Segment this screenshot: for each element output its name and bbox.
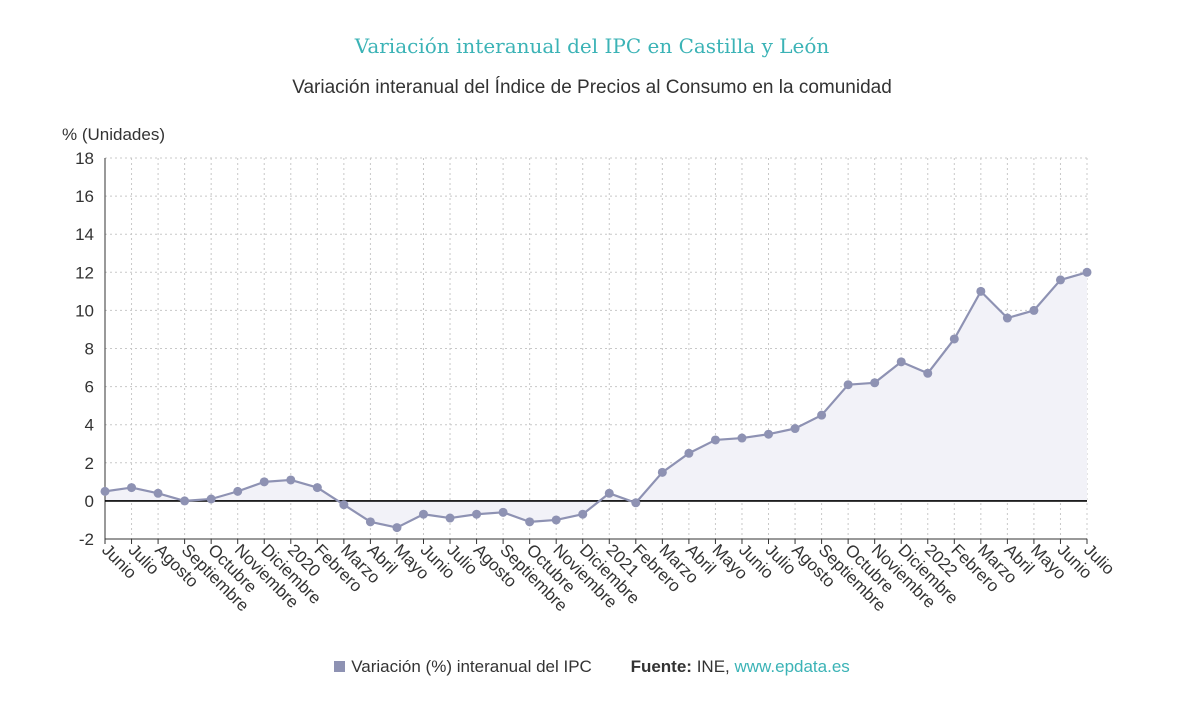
data-point — [1055, 275, 1065, 285]
data-point — [737, 433, 747, 443]
y-tick-label: 16 — [75, 187, 94, 206]
data-point — [153, 488, 163, 498]
chart-footer: Variación (%) interanual del IPC Fuente:… — [0, 657, 1184, 677]
source-text: INE, — [696, 657, 730, 676]
data-point — [790, 424, 800, 434]
y-tick-label: 4 — [85, 416, 94, 435]
legend-label: Variación (%) interanual del IPC — [351, 657, 592, 676]
data-point — [472, 509, 482, 519]
y-axis-title: % (Unidades) — [62, 125, 165, 144]
area-fill — [105, 272, 1087, 528]
y-tick-labels: -2 0 2 4 6 8 10 12 14 16 18 — [75, 149, 94, 549]
data-point — [445, 513, 455, 523]
data-point — [206, 494, 216, 504]
data-point — [710, 435, 720, 445]
data-point — [418, 509, 428, 519]
data-point — [339, 500, 349, 510]
legend-swatch — [334, 661, 346, 672]
data-point — [392, 523, 402, 533]
data-point — [843, 380, 853, 390]
data-point — [657, 467, 667, 477]
data-point — [100, 486, 110, 496]
source-label: Fuente: — [630, 657, 692, 676]
y-tick-label: 8 — [85, 340, 94, 359]
axes — [104, 158, 1088, 544]
y-tick-label: 14 — [75, 225, 94, 244]
data-point — [817, 410, 827, 420]
chart-title: Variación interanual del IPC en Castilla… — [354, 34, 830, 58]
data-point — [233, 486, 243, 496]
data-point — [923, 368, 933, 378]
data-point — [551, 515, 561, 525]
data-point — [127, 483, 137, 493]
series-points — [100, 267, 1092, 533]
data-point — [1082, 267, 1092, 277]
y-tick-label: 0 — [85, 492, 94, 511]
data-point — [870, 378, 880, 388]
data-point — [631, 498, 641, 508]
data-point — [976, 286, 986, 296]
grid-lines — [105, 157, 1088, 540]
y-tick-label: 12 — [75, 263, 94, 282]
x-tick-labels: JunioJulioAgostoSeptiembreOctubreNoviemb… — [98, 540, 1118, 615]
source-credit: Fuente: INE, www.epdata.es — [631, 657, 850, 676]
y-tick-label: 18 — [75, 149, 94, 168]
data-point — [498, 507, 508, 517]
y-tick-label: 6 — [85, 378, 94, 397]
data-point — [312, 483, 322, 493]
data-point — [949, 334, 959, 344]
data-point — [684, 448, 694, 458]
data-point — [180, 496, 190, 506]
data-point — [578, 509, 588, 519]
y-tick-label: 2 — [85, 454, 94, 473]
data-point — [1002, 313, 1012, 323]
data-point — [764, 429, 774, 439]
y-tick-label: -2 — [79, 530, 94, 549]
data-point — [259, 477, 269, 487]
data-point — [1029, 305, 1039, 315]
source-link[interactable]: www.epdata.es — [734, 657, 850, 676]
data-point — [286, 475, 296, 485]
series-area — [105, 272, 1087, 528]
data-point — [896, 357, 906, 367]
data-point — [525, 517, 535, 527]
y-tick-label: 10 — [75, 301, 94, 320]
data-point — [604, 488, 614, 498]
chart-subtitle: Variación interanual del Índice de Preci… — [292, 77, 892, 98]
data-point — [365, 517, 375, 527]
